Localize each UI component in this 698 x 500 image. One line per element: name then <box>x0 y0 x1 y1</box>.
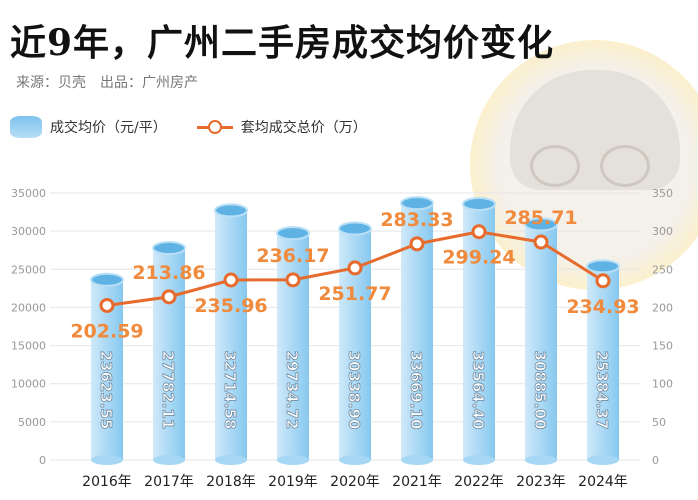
left-tick-label: 35000 <box>11 187 46 200</box>
legend-line-icon <box>196 120 233 134</box>
cartoon-eye-icon <box>600 145 650 187</box>
bar-top <box>276 226 310 241</box>
chart-title: 近9年，广州二手房成交均价变化 <box>10 22 555 64</box>
bar-base <box>463 455 495 465</box>
right-tick-label: 100 <box>652 378 673 391</box>
left-tick-label: 0 <box>39 454 46 467</box>
x-tick-label: 2016年 <box>82 474 132 490</box>
legend-bar-icon <box>10 116 42 138</box>
left-tick-label: 25000 <box>11 263 46 276</box>
bar <box>277 233 309 460</box>
left-tick-label: 20000 <box>11 301 46 314</box>
legend-bar-label: 成交均价（元/平） <box>50 120 167 136</box>
bar-top <box>152 241 186 256</box>
x-tick-label: 2022年 <box>454 474 504 490</box>
bar-top <box>462 196 496 211</box>
source-text: 来源：贝壳 出品：广州房产 <box>16 75 198 91</box>
right-tick-label: 200 <box>652 301 673 314</box>
bar-top <box>400 196 434 211</box>
bar-value-label: 23623.55 <box>97 351 115 430</box>
bar <box>525 224 557 460</box>
bar-top <box>524 217 558 232</box>
bar-value-label: 25384.37 <box>593 351 611 430</box>
bar-base <box>525 455 557 465</box>
x-tick-label: 2024年 <box>578 474 628 490</box>
bar-base <box>215 455 247 465</box>
bar-value-label: 30338.90 <box>345 351 363 430</box>
bar <box>587 266 619 460</box>
line-value-label: 285.71 <box>504 207 577 229</box>
bar-top <box>586 259 620 274</box>
left-tick-label: 10000 <box>11 378 46 391</box>
bar-base <box>153 455 185 465</box>
cartoon-eye-icon <box>530 145 580 187</box>
left-tick-label: 15000 <box>11 340 46 353</box>
left-tick-label: 5000 <box>18 416 46 429</box>
x-tick-label: 2017年 <box>144 474 194 490</box>
line-point <box>99 297 115 313</box>
line-point <box>161 289 177 305</box>
right-tick-label: 50 <box>652 416 666 429</box>
cartoon-face-decoration <box>470 40 698 290</box>
line-value-label: 202.59 <box>70 320 143 342</box>
bar-top <box>90 272 124 287</box>
line-point <box>533 234 549 250</box>
bar-value-label: 27782.11 <box>159 351 177 430</box>
bar-base <box>587 455 619 465</box>
x-tick-label: 2021年 <box>392 474 442 490</box>
x-tick-label: 2018年 <box>206 474 256 490</box>
legend: 成交均价（元/平） 套均成交总价（万） <box>10 116 367 138</box>
line-value-label: 251.77 <box>318 283 391 305</box>
line-point <box>223 272 239 288</box>
line-point <box>471 224 487 240</box>
bar-base <box>339 455 371 465</box>
bar-value-label: 33564.40 <box>469 351 487 430</box>
right-tick-label: 150 <box>652 340 673 353</box>
line-value-label: 283.33 <box>380 209 453 231</box>
right-tick-label: 300 <box>652 225 673 238</box>
line-value-label: 234.93 <box>566 296 639 318</box>
right-tick-label: 250 <box>652 263 673 276</box>
bar-top <box>338 221 372 236</box>
x-tick-label: 2020年 <box>330 474 380 490</box>
right-tick-label: 350 <box>652 187 673 200</box>
bar <box>463 203 495 460</box>
bar-value-label: 33669.10 <box>407 351 425 430</box>
line-value-label: 235.96 <box>194 295 267 317</box>
left-tick-label: 30000 <box>11 225 46 238</box>
line-point <box>347 260 363 276</box>
line-value-label: 299.24 <box>442 247 515 269</box>
line-point <box>409 236 425 252</box>
right-tick-label: 0 <box>652 454 659 467</box>
line-point <box>595 273 611 289</box>
x-tick-label: 2023年 <box>516 474 566 490</box>
bar-value-label: 32714.58 <box>221 351 239 430</box>
bar-value-label: 30885.00 <box>531 351 549 430</box>
bar <box>215 210 247 460</box>
line-value-label: 236.17 <box>256 245 329 267</box>
bar-base <box>277 455 309 465</box>
legend-line-label: 套均成交总价（万） <box>240 120 367 136</box>
bar <box>153 248 185 460</box>
line-value-label: 213.86 <box>132 262 205 284</box>
bar-top <box>214 203 248 218</box>
line-point <box>285 272 301 288</box>
bar-base <box>91 455 123 465</box>
bar-base <box>401 455 433 465</box>
bar-value-label: 29734.72 <box>283 351 301 430</box>
x-tick-label: 2019年 <box>268 474 318 490</box>
